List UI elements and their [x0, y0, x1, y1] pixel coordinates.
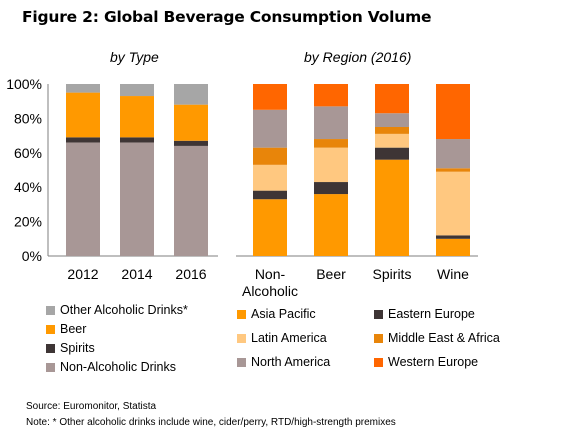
bar-segment [66, 137, 100, 143]
legend-item: Other Alcoholic Drinks* [46, 303, 188, 317]
bar-segment [375, 113, 409, 127]
legend-label: Asia Pacific [251, 307, 316, 321]
bar-segment [253, 147, 287, 165]
bar-segment [314, 194, 348, 256]
bar-segment [120, 142, 154, 256]
source-note: Source: Euromonitor, Statista [26, 401, 157, 412]
y-tick-label: 100% [6, 76, 42, 92]
x-tick-label: Alcoholic [242, 283, 298, 299]
bar-segment [314, 84, 348, 107]
y-tick-label: 60% [14, 145, 42, 161]
legend-label: Eastern Europe [388, 307, 475, 321]
bar-segment [253, 164, 287, 191]
x-tick-label: 2012 [67, 266, 98, 282]
chart-subtitle-type: by Type [110, 49, 159, 65]
bar-segment [436, 84, 470, 140]
legend-swatch [46, 343, 55, 353]
y-tick-label: 0% [22, 248, 42, 264]
y-tick-label: 20% [14, 214, 42, 230]
bar-segment [314, 182, 348, 195]
bar-segment [314, 106, 348, 140]
legend-item: Latin America [237, 331, 327, 345]
bar-segment [436, 139, 470, 169]
bar-segment [120, 96, 154, 138]
legend-label: Beer [60, 322, 87, 336]
bar-segment [436, 171, 470, 236]
bar-segment [66, 84, 100, 93]
legend-label: North America [251, 355, 331, 369]
bar-segment [375, 133, 409, 148]
bar-segment [436, 168, 470, 172]
bar-segment [174, 84, 208, 105]
x-tick-label: Spirits [373, 266, 412, 282]
legend-label: Spirits [60, 341, 95, 355]
legend-swatch [374, 309, 383, 319]
figure-title: Figure 2: Global Beverage Consumption Vo… [22, 8, 432, 26]
legend-item: Asia Pacific [237, 307, 316, 321]
chart-subtitle-region: by Region (2016) [304, 49, 412, 65]
bar-segment [253, 190, 287, 200]
bar-segment [375, 147, 409, 160]
bar-segment [253, 84, 287, 110]
x-tick-label: 2016 [175, 266, 206, 282]
legend-label: Other Alcoholic Drinks* [60, 303, 188, 317]
legend-item: Non-Alcoholic Drinks [46, 360, 176, 374]
x-tick-label: Wine [437, 266, 469, 282]
bar-segment [120, 84, 154, 97]
bar-segment [314, 139, 348, 148]
legend-swatch [374, 333, 383, 343]
legend-swatch [237, 333, 246, 343]
legend-item: Eastern Europe [374, 307, 475, 321]
legend-item: Middle East & Africa [374, 331, 500, 345]
bar-segment [66, 142, 100, 256]
bar-segment [436, 238, 470, 256]
bar-segment [66, 92, 100, 138]
legend-label: Western Europe [388, 355, 479, 369]
legend-label: Non-Alcoholic Drinks [60, 360, 177, 374]
legend-swatch [237, 357, 246, 367]
bar-segment [375, 159, 409, 256]
bar-segment [375, 127, 409, 134]
legend-label: Middle East & Africa [388, 331, 500, 345]
bar-segment [174, 145, 208, 256]
bar-segment [174, 140, 208, 146]
legend-swatch [374, 357, 383, 367]
legend-swatch [237, 309, 246, 319]
bar-segment [174, 104, 208, 141]
legend-item: Western Europe [374, 355, 478, 369]
legend-item: North America [237, 355, 330, 369]
legend-swatch [46, 324, 55, 334]
bar-segment [253, 109, 287, 148]
x-tick-label: Beer [316, 266, 346, 282]
x-tick-label: Non- [255, 266, 286, 282]
legend-item: Spirits [46, 341, 95, 355]
y-tick-label: 40% [14, 179, 42, 195]
legend-swatch [46, 362, 55, 372]
bar-segment [120, 137, 154, 143]
legend-item: Beer [46, 322, 86, 336]
bar-segment [314, 147, 348, 183]
footnote: Note: * Other alcoholic drinks include w… [26, 417, 396, 428]
bar-segment [253, 199, 287, 256]
bar-segment [436, 235, 470, 239]
legend-swatch [46, 305, 55, 315]
x-tick-label: 2014 [121, 266, 152, 282]
bar-segment [375, 84, 409, 114]
legend-label: Latin America [251, 331, 327, 345]
charts-canvas: 0% 20% 40% 60% 80% 100% 2012 2014 2016 Non-Alcoho… [6, 76, 478, 299]
y-tick-label: 80% [14, 110, 42, 126]
